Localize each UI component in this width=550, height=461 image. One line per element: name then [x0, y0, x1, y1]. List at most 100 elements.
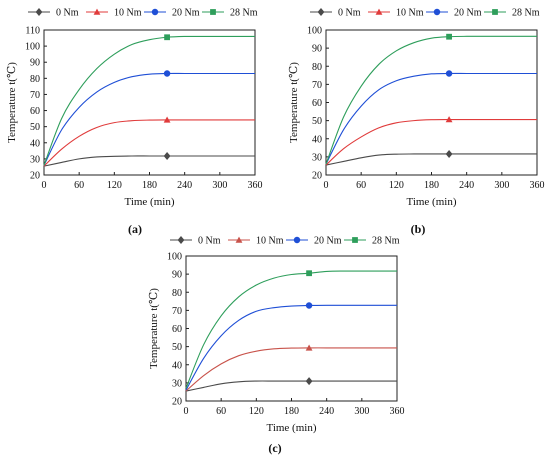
legend-item: 20 Nm	[144, 8, 200, 19]
legend-item: 28 Nm	[202, 8, 258, 19]
x-tick-label: 300	[494, 180, 509, 191]
y-tick-label: 20	[172, 397, 182, 408]
x-axis-label: Time (min)	[266, 422, 316, 434]
legend: 0 Nm 10 Nm 20 Nm 28 Nm	[170, 236, 400, 247]
legend-label: 20 Nm	[314, 236, 342, 247]
y-tick-label: 50	[312, 116, 322, 127]
x-tick-label: 0	[42, 180, 47, 191]
series-marker	[305, 302, 313, 309]
legend-marker	[352, 237, 358, 243]
legend-label: 10 Nm	[114, 8, 142, 19]
y-tick-label: 40	[30, 138, 40, 149]
panel-caption: (b)	[411, 222, 426, 236]
legend-marker	[492, 9, 498, 15]
x-tick-label: 60	[216, 406, 226, 417]
x-tick-label: 60	[356, 180, 366, 191]
y-tick-label: 100	[167, 252, 182, 263]
legend-item: 20 Nm	[286, 236, 342, 247]
y-tick-label: 90	[312, 44, 322, 55]
legend-label: 0 Nm	[198, 236, 221, 247]
y-tick-label: 40	[172, 360, 182, 371]
y-tick-label: 80	[172, 288, 182, 299]
chart-panel-c: 0 60 120 180 240 300 360 20 30 40 50 60 70 80 90 100 Tim…	[148, 236, 405, 456]
series-line-28-nm	[43, 35, 255, 166]
y-tick-label: 60	[172, 324, 182, 335]
x-tick-label: 300	[354, 406, 369, 417]
legend-item: 10 Nm	[86, 8, 142, 19]
series-line-20-nm	[325, 72, 537, 165]
plot-frame	[185, 255, 398, 402]
legend-marker	[93, 8, 101, 15]
y-axis-label: Temperature t(℃)	[148, 288, 160, 369]
series-marker	[305, 377, 313, 386]
legend-marker	[293, 236, 301, 244]
x-tick-label: 120	[249, 406, 264, 417]
y-tick-label: 60	[312, 98, 322, 109]
legend-marker	[35, 8, 43, 16]
legend-label: 28 Nm	[372, 236, 400, 247]
chart-panel-b: 0 60 120 180 240 300 360 20 30 40 50 60 70 80 90 100 Tim…	[288, 8, 545, 237]
legend-label: 0 Nm	[338, 8, 361, 19]
x-tick-label: 240	[319, 406, 334, 417]
legend-item: 28 Nm	[484, 8, 540, 19]
legend-label: 10 Nm	[396, 8, 424, 19]
x-tick-label: 300	[212, 180, 227, 191]
y-tick-label: 100	[307, 26, 322, 37]
legend-marker	[317, 8, 325, 16]
x-tick-label: 0	[184, 406, 189, 417]
y-tick-label: 20	[30, 171, 40, 182]
series-line-20-nm	[185, 304, 397, 391]
legend-label: 0 Nm	[56, 8, 79, 19]
plot-frame	[43, 29, 256, 176]
series-line-28-nm	[185, 270, 397, 389]
series-marker	[163, 70, 171, 77]
legend-item: 0 Nm	[170, 236, 221, 247]
legend-item: 10 Nm	[228, 236, 284, 247]
legend-marker	[375, 8, 383, 15]
series-line-10-nm	[185, 347, 397, 392]
series-marker	[445, 116, 453, 123]
y-tick-label: 70	[172, 306, 182, 317]
series-line-0-nm	[185, 380, 397, 392]
x-tick-label: 360	[390, 406, 405, 417]
y-tick-label: 40	[312, 134, 322, 145]
y-tick-label: 80	[30, 74, 40, 85]
legend-item: 0 Nm	[28, 8, 79, 19]
series-line-0-nm	[43, 155, 256, 167]
series-line-28-nm	[325, 35, 537, 165]
y-tick-label: 70	[312, 80, 322, 91]
legend-item: 20 Nm	[426, 8, 482, 19]
series-marker	[163, 151, 171, 160]
y-tick-label: 30	[312, 152, 322, 163]
x-tick-label: 120	[389, 180, 404, 191]
legend: 0 Nm 10 Nm 20 Nm 28 Nm	[310, 8, 540, 19]
panel-caption: (c)	[268, 441, 281, 455]
x-axis-label: Time (min)	[406, 196, 456, 208]
legend-label: 28 Nm	[512, 8, 540, 19]
y-tick-label: 20	[312, 171, 322, 182]
legend: 0 Nm 10 Nm 20 Nm 28 Nm	[28, 8, 258, 19]
legend-item: 28 Nm	[344, 236, 400, 247]
x-tick-label: 360	[248, 180, 263, 191]
series-marker	[445, 149, 453, 158]
y-tick-label: 80	[312, 62, 322, 73]
y-tick-label: 110	[25, 26, 40, 37]
y-tick-label: 90	[172, 270, 182, 281]
x-tick-label: 180	[424, 180, 439, 191]
x-tick-label: 180	[284, 406, 299, 417]
legend-label: 10 Nm	[256, 236, 284, 247]
y-tick-label: 70	[30, 90, 40, 101]
legend-marker	[151, 8, 159, 16]
legend-marker	[177, 236, 185, 244]
y-axis-label: Temperature t(℃)	[288, 62, 300, 143]
y-tick-label: 100	[25, 42, 40, 53]
series-line-0-nm	[325, 153, 537, 166]
legend-label: 28 Nm	[230, 8, 258, 19]
x-tick-label: 240	[459, 180, 474, 191]
series-marker	[445, 70, 453, 77]
x-tick-label: 0	[324, 180, 329, 191]
legend-item: 10 Nm	[368, 8, 424, 19]
x-tick-label: 360	[530, 180, 545, 191]
series-line-10-nm	[325, 118, 537, 166]
